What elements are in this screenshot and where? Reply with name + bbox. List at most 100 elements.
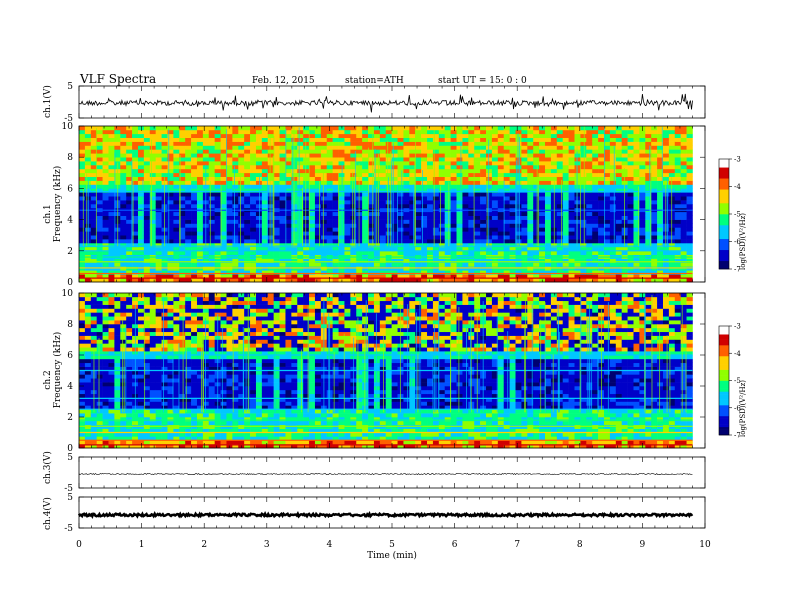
heatmap-cell — [309, 204, 316, 209]
heatmap-cell — [586, 161, 593, 166]
heatmap-cell — [108, 231, 115, 236]
heatmap-cell — [456, 153, 463, 158]
heatmap-cell — [592, 231, 599, 236]
heatmap-cell — [438, 219, 446, 224]
heatmap-cell — [515, 137, 522, 142]
heatmap-cell — [303, 157, 310, 162]
heatmap-cell — [250, 133, 257, 138]
heatmap-cell — [651, 172, 658, 177]
heatmap-cell — [255, 126, 263, 131]
heatmap-cell — [120, 300, 127, 305]
heatmap-cell — [497, 204, 505, 209]
heatmap-cell — [250, 196, 257, 201]
heatmap-cell — [438, 157, 446, 162]
heatmap-cell — [196, 270, 204, 275]
heatmap-cell — [291, 262, 298, 267]
heatmap-cell — [592, 180, 599, 185]
heatmap-cell — [326, 270, 333, 275]
heatmap-cell — [114, 141, 121, 146]
heatmap-cell — [468, 149, 475, 154]
heatmap-cell — [196, 231, 204, 236]
heatmap-cell — [120, 223, 127, 228]
heatmap-cell — [468, 196, 475, 201]
heatmap-cell — [580, 133, 587, 138]
heatmap-cell — [615, 168, 622, 174]
heatmap-cell — [344, 196, 351, 201]
heatmap-cell — [350, 168, 357, 174]
heatmap-cell — [391, 184, 398, 189]
heatmap-cell — [450, 211, 457, 216]
heatmap-cell — [491, 165, 499, 170]
heatmap-cell — [255, 270, 263, 275]
heatmap-cell — [291, 176, 298, 181]
heatmap-cell — [114, 300, 121, 305]
heatmap-cell — [562, 250, 569, 255]
heatmap-cell — [373, 246, 381, 252]
heatmap-cell — [120, 366, 127, 371]
heatmap-cell — [574, 258, 581, 263]
heatmap-cell — [279, 262, 286, 267]
heatmap-cell — [143, 129, 151, 135]
heatmap-cell — [155, 188, 162, 193]
heatmap-cell — [550, 157, 558, 162]
heatmap-cell — [79, 374, 86, 379]
heatmap-cell — [244, 270, 251, 275]
heatmap-cell — [173, 278, 180, 283]
heatmap-cell — [362, 211, 369, 216]
heatmap-cell — [527, 161, 534, 166]
heatmap-cell — [556, 227, 564, 232]
heatmap-cell — [427, 235, 434, 240]
heatmap-cell — [680, 192, 687, 197]
heatmap-cell — [173, 200, 180, 205]
heatmap-cell — [120, 129, 127, 135]
heatmap-cell — [326, 149, 333, 154]
heatmap-cell — [621, 137, 628, 142]
heatmap-cell — [574, 172, 581, 177]
heatmap-cell — [521, 223, 528, 228]
heatmap-cell — [179, 141, 186, 146]
heatmap-cell — [456, 129, 463, 135]
heatmap-cell — [267, 231, 274, 236]
heatmap-cell — [350, 258, 357, 263]
heatmap-cell — [173, 161, 180, 166]
heatmap-cell — [615, 211, 622, 216]
heatmap-cell — [108, 141, 115, 146]
heatmap-cell — [368, 270, 375, 275]
heatmap-cell — [527, 180, 534, 185]
heatmap-cell — [627, 192, 634, 197]
heatmap-cell — [686, 262, 693, 267]
heatmap-cell — [285, 141, 292, 146]
heatmap-cell — [432, 192, 440, 197]
heatmap-cell — [462, 149, 469, 154]
heatmap-cell — [432, 129, 440, 135]
heatmap-cell — [556, 262, 564, 267]
heatmap-cell — [503, 176, 510, 181]
heatmap-cell — [102, 262, 109, 267]
heatmap-cell — [592, 262, 599, 267]
heatmap-cell — [149, 141, 156, 146]
heatmap-cell — [497, 133, 505, 138]
heatmap-cell — [338, 274, 345, 279]
heatmap-cell — [120, 246, 127, 252]
heatmap-cell — [604, 188, 611, 193]
heatmap-cell — [592, 204, 599, 209]
heatmap-cell — [568, 250, 575, 255]
heatmap-cell — [657, 227, 664, 232]
heatmap-cell — [102, 258, 109, 263]
heatmap-cell — [149, 153, 156, 158]
heatmap-cell — [214, 172, 221, 177]
heatmap-cell — [167, 188, 174, 193]
heatmap-cell — [90, 129, 97, 135]
heatmap-cell — [132, 223, 139, 228]
heatmap-cell — [468, 180, 475, 185]
heatmap-cell — [238, 129, 245, 135]
heatmap-cell — [456, 188, 463, 193]
heatmap-cell — [297, 278, 304, 283]
heatmap-cell — [285, 129, 292, 135]
heatmap-cell — [615, 258, 622, 263]
heatmap-cell — [84, 413, 92, 418]
heatmap-cell — [350, 129, 357, 135]
heatmap-cell — [657, 184, 664, 189]
heatmap-cell — [279, 153, 286, 158]
heatmap-cell — [90, 300, 97, 305]
